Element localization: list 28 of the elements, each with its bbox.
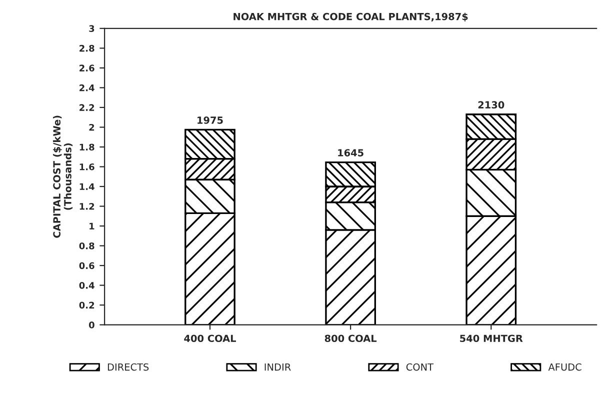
chart-title: NOAK MHTGR & CODE COAL PLANTS,1987$	[234, 12, 468, 22]
total-label: 1645	[338, 149, 364, 156]
y-tick-label: 2.2	[80, 104, 94, 111]
x-tick-label: 540 MHTGR	[460, 334, 523, 342]
y-tick-label: 1	[90, 222, 94, 230]
total-label: 2130	[478, 101, 504, 109]
y-tick-label: 0.8	[79, 242, 94, 250]
y-tick-label: 0.6	[79, 262, 94, 270]
legend-label: DIRECTS	[108, 363, 149, 371]
y-tick-label: 2.6	[80, 64, 94, 72]
y-tick-label: 1.6	[80, 163, 94, 170]
y-tick-label: 1.4	[80, 183, 94, 190]
y-axis-title: CAPITAL COST ($/kWe) (Thousands)	[52, 116, 73, 238]
x-tick-label: 800 COAL	[324, 334, 377, 342]
x-tick-label: 400 COAL	[184, 334, 236, 342]
y-tick-label: 0.2	[79, 302, 94, 309]
y-tick-label: 0	[88, 322, 94, 328]
total-label: 1975	[198, 116, 223, 124]
y-tick-label: 2.4	[80, 84, 94, 92]
legend-label: INDIR	[264, 363, 291, 371]
legend-label: AFUDC	[548, 363, 582, 371]
y-tick-label: 2.8	[80, 44, 94, 52]
y-tick-label: 3	[89, 25, 94, 32]
y-tick-label: 1.8	[80, 144, 94, 151]
y-tick-label: 1.2	[80, 202, 94, 210]
y-tick-label: 0.4	[79, 282, 94, 289]
y-tick-label: 2	[89, 124, 94, 131]
legend-label: CONT	[406, 363, 434, 371]
